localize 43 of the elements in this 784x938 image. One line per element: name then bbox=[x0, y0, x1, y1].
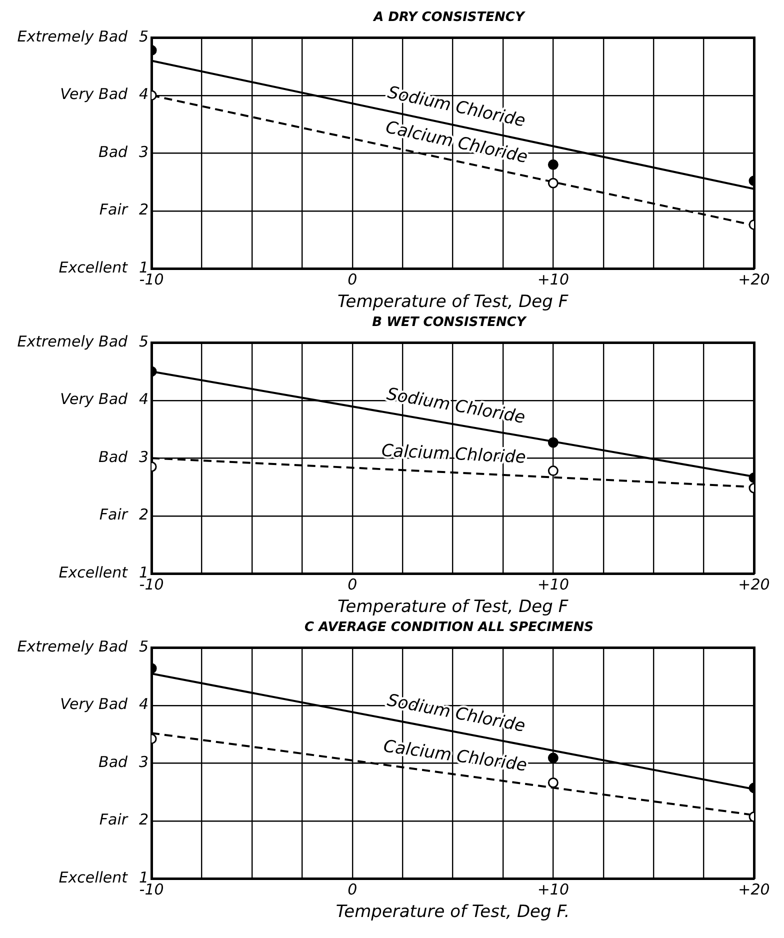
text: Fair bbox=[99, 506, 128, 524]
chart-title: A DRY CONSISTENCY bbox=[372, 10, 526, 26]
x-axis-title: Temperature of Test, Deg F. bbox=[336, 902, 570, 922]
text: Excellent bbox=[58, 868, 129, 886]
y-tick-label: 5 bbox=[138, 637, 149, 656]
y-tick-label: 3 bbox=[138, 142, 149, 161]
text: Fair bbox=[99, 200, 128, 219]
y-tick-label: 2 bbox=[138, 810, 149, 829]
y-tick-label: 3 bbox=[138, 448, 149, 466]
text: Excellent bbox=[58, 258, 129, 276]
y-tick-label: 4 bbox=[138, 390, 149, 408]
text: Excellent bbox=[58, 563, 129, 582]
text: Very Bad bbox=[60, 695, 128, 714]
chart-title: C AVERAGE CONDITION ALL SPECIMENS bbox=[304, 620, 594, 636]
x-tick-label: 0 bbox=[348, 880, 358, 898]
text: Bad bbox=[98, 142, 128, 161]
text: Extremely Bad bbox=[17, 637, 128, 656]
y-tick-label: 3 bbox=[138, 752, 149, 771]
x-axis-title: Temperature of Test, Deg F bbox=[337, 292, 568, 312]
x-axis-title: Temperature of Test, Deg F bbox=[337, 597, 568, 618]
text: Extremely Bad bbox=[17, 27, 128, 46]
y-tick-label: 2 bbox=[138, 506, 149, 524]
text: Very Bad bbox=[60, 85, 128, 104]
text: Bad bbox=[98, 448, 128, 466]
text: Calcium Chloride bbox=[382, 736, 528, 776]
x-tick-label: +10 bbox=[537, 270, 570, 288]
text: Very Bad bbox=[60, 390, 128, 408]
y-tick-label: 2 bbox=[138, 200, 149, 219]
x-tick-label: 0 bbox=[348, 270, 358, 288]
text: Bad bbox=[98, 752, 128, 771]
x-tick-label: +20 bbox=[738, 880, 770, 898]
x-tick-label: +20 bbox=[738, 270, 770, 288]
y-tick-label: 5 bbox=[138, 332, 149, 350]
y-tick-label: 5 bbox=[138, 27, 149, 46]
y-tick-label: 4 bbox=[138, 85, 149, 104]
text: Fair bbox=[99, 810, 128, 829]
y-tick-label: 4 bbox=[138, 695, 149, 714]
x-tick-label: +20 bbox=[738, 575, 770, 594]
x-tick-label: 0 bbox=[348, 575, 358, 594]
x-tick-label: +10 bbox=[537, 575, 570, 594]
x-tick-label: +10 bbox=[537, 880, 570, 898]
chart-title: B WET CONSISTENCY bbox=[372, 315, 528, 330]
text: Extremely Bad bbox=[17, 332, 128, 350]
